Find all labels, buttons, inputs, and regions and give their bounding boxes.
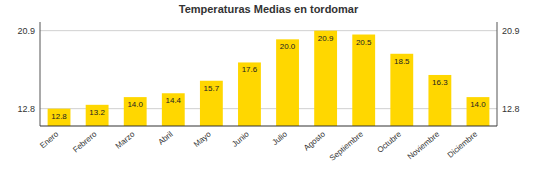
x-tick-label: Enero (38, 129, 61, 150)
chart: Temperaturas Medias en tordomar12.820.91… (0, 0, 537, 174)
y2-tick-label: 20.9 (502, 26, 520, 36)
data-label: 14.0 (470, 100, 486, 109)
x-tick-label: Julio (270, 129, 289, 147)
x-tick-label: Febrero (71, 129, 99, 154)
data-labels: 12.8 13.2 14.0 14.4 15.7 17.6 20.0 20.9 20.5 18.5… (51, 34, 486, 121)
data-label: 17.6 (242, 65, 258, 74)
x-tick-label: Abril (157, 130, 175, 147)
x-tick-label: Septiembre (328, 129, 366, 163)
data-label: 14.0 (127, 100, 143, 109)
x-tick-label: Mayo (192, 129, 213, 149)
bar (428, 75, 451, 126)
x-tick-label: Octubre (375, 129, 403, 155)
bar (276, 39, 299, 126)
grid-line (40, 30, 497, 31)
data-label: 18.5 (394, 57, 410, 66)
x-tick-label: Diciembre (446, 129, 480, 159)
chart-container: Temperaturas Medias en tordomar12.820.91… (0, 0, 537, 174)
data-label: 14.4 (166, 96, 182, 105)
y-tick-label: 12.8 (17, 104, 35, 114)
data-label: 13.2 (89, 108, 105, 117)
data-label: 16.3 (432, 78, 448, 87)
x-tick-label: Agosto (302, 129, 327, 152)
data-label: 15.7 (204, 84, 220, 93)
bar (86, 105, 109, 126)
x-tick-label: Noviembre (406, 129, 442, 161)
data-label: 12.8 (51, 112, 67, 121)
bar (352, 35, 375, 126)
data-label: 20.5 (356, 38, 372, 47)
bar (200, 81, 223, 126)
bar (390, 54, 413, 126)
bar (467, 97, 490, 126)
bar (238, 62, 261, 126)
bar (124, 97, 147, 126)
bar (48, 109, 71, 126)
bars (48, 31, 490, 126)
title: Temperaturas Medias en tordomar (179, 3, 359, 15)
bar (162, 93, 185, 126)
y2-axis-line (497, 22, 498, 126)
data-label: 20.9 (318, 34, 334, 43)
x-tick-label: Junio (230, 129, 251, 149)
y2-tick-label: 12.8 (502, 104, 520, 114)
data-label: 20.0 (280, 42, 296, 51)
bar (314, 31, 337, 126)
y-axis-line (40, 22, 41, 126)
x-tick-label: Marzo (114, 129, 137, 151)
y-tick-label: 20.9 (17, 26, 35, 36)
x-axis-line (40, 125, 497, 126)
